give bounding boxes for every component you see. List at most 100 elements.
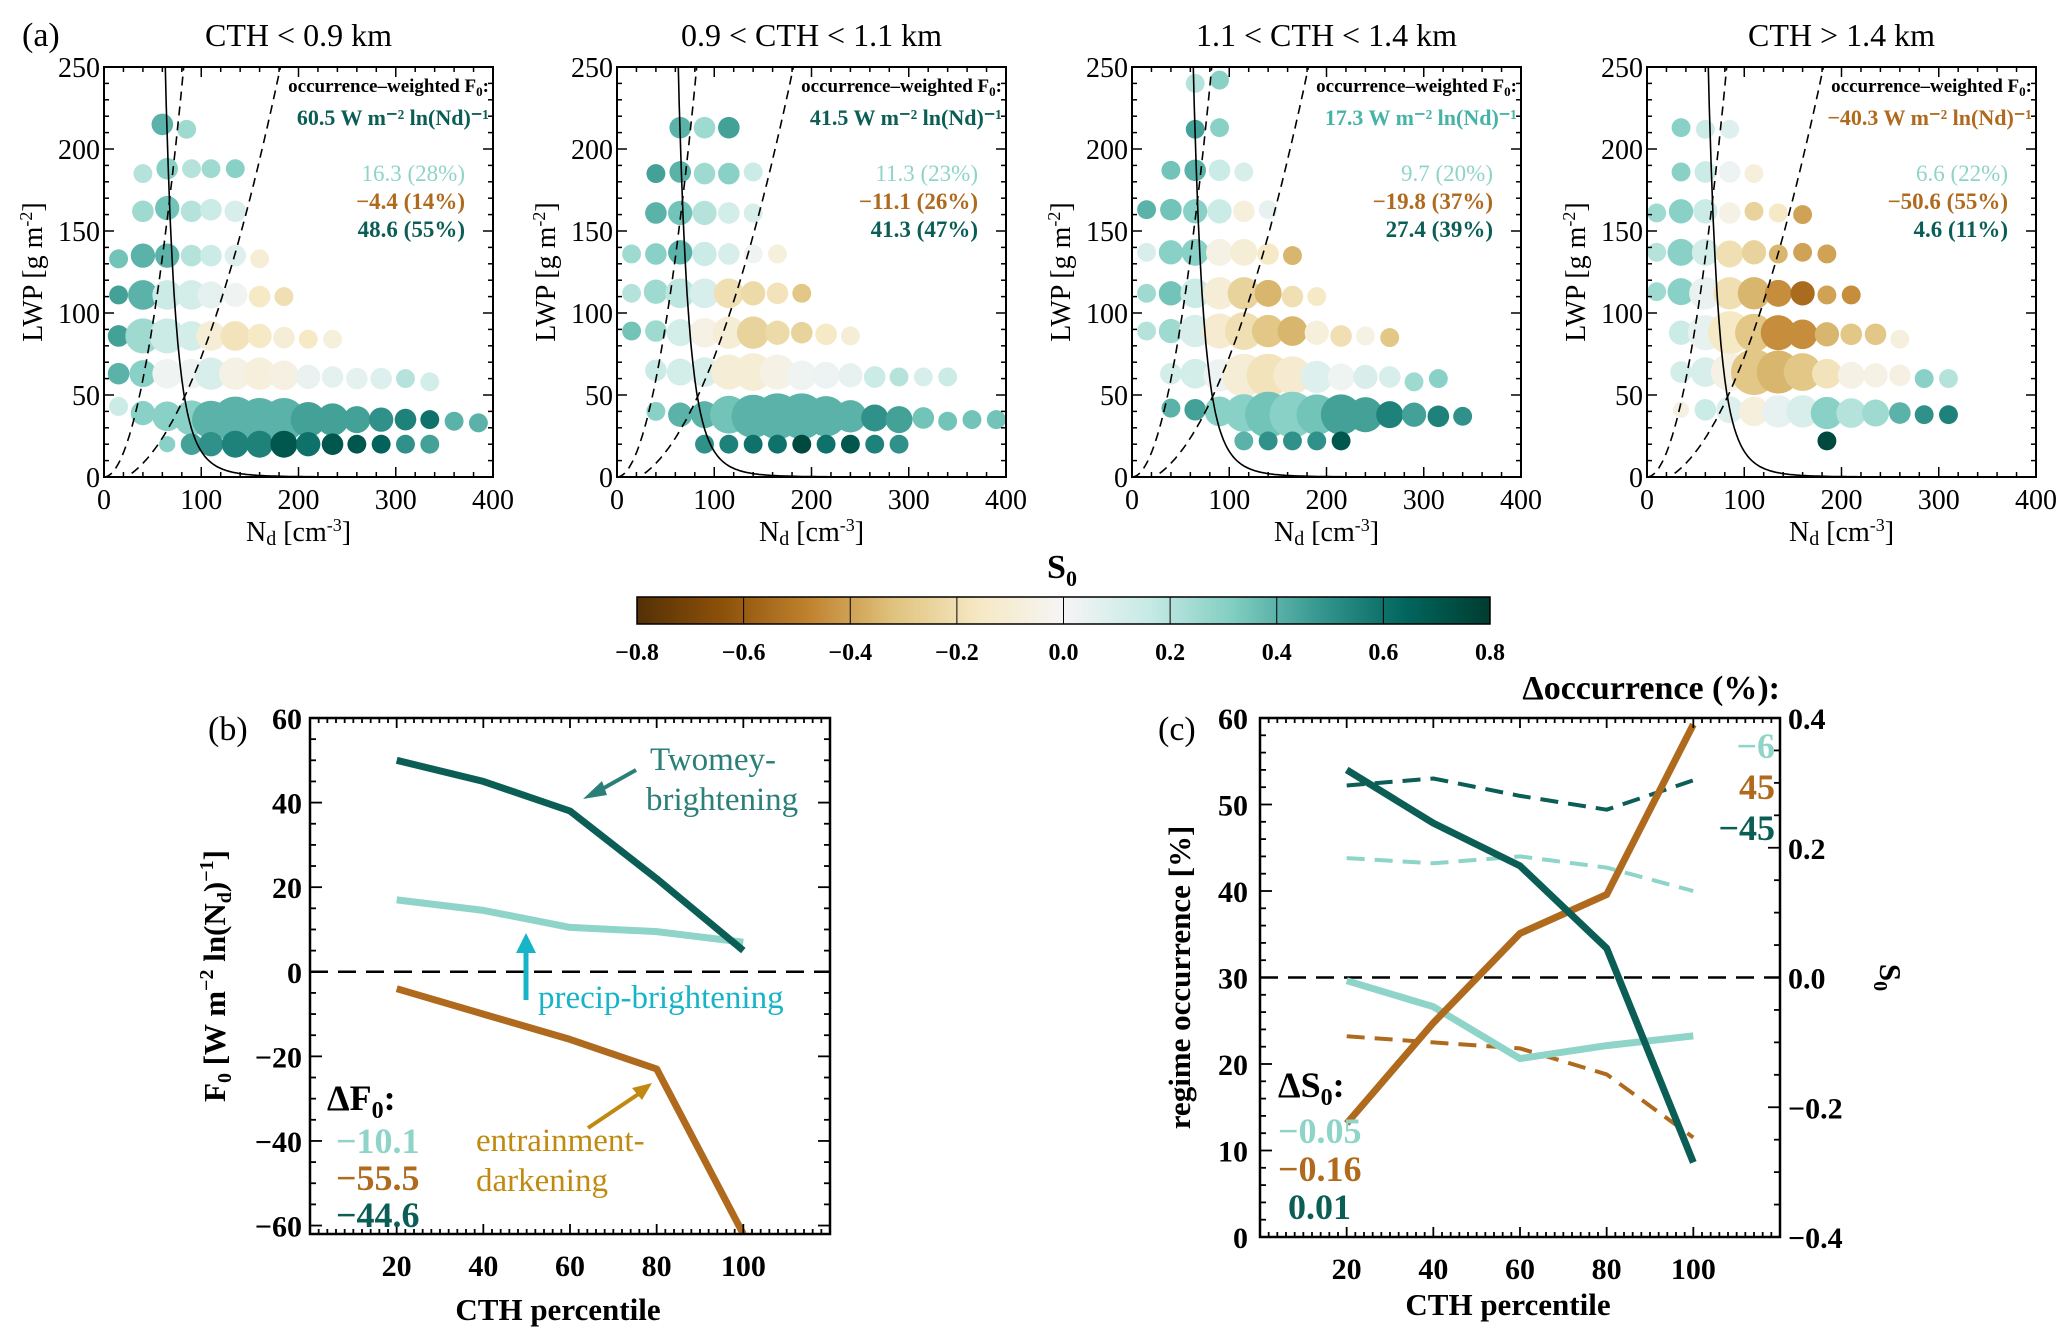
data-point [1914,369,1934,389]
data-point [155,243,180,268]
data-point [622,321,642,341]
data-point [269,360,299,391]
data-point [1184,159,1207,182]
data-point [693,162,716,185]
panel-title: CTH < 0.9 km [205,17,392,53]
data-point [1227,277,1261,310]
data-point [1161,160,1181,180]
plot-area [617,67,1006,477]
data-point [816,434,836,454]
x-tick-label: 0 [1640,485,1654,516]
data-point [1160,362,1182,385]
data-point [815,323,837,346]
annotation-header: occurrence–weighted F0: [1316,76,1517,99]
data-point [643,279,669,304]
data-point [394,408,417,431]
data-point [1783,353,1822,391]
data-point [1939,405,1958,425]
data-point [1764,279,1792,307]
data-point [128,280,158,310]
data-point [743,434,763,454]
precip-arrow-head [516,933,536,953]
data-point [1224,312,1263,350]
panel-title: 1.1 < CTH < 1.4 km [1196,17,1457,53]
data-point [298,329,318,349]
colorbar-tick-label: 0.0 [1049,640,1079,666]
x-tick-label: 40 [468,1250,498,1283]
colorbar-title-main: S [1047,549,1066,586]
data-point [200,244,222,267]
data-point [759,354,796,390]
data-point [201,159,221,179]
data-point [1137,242,1157,262]
data-point [792,434,812,454]
y-tick-label-left: 60 [1218,703,1248,736]
data-point [197,281,225,309]
x-tick-label: 100 [1671,1253,1716,1286]
data-point [109,397,129,416]
occurrence-dashed-line [1346,776,1694,812]
data-point [1281,285,1304,308]
y-tick-label: 0 [287,957,302,990]
y-tick-label: 40 [272,788,302,821]
colorbar-title-sub: 0 [1066,566,1077,591]
data-point [695,434,714,454]
data-point [444,411,464,431]
panel-title: CTH > 1.4 km [1748,17,1935,53]
data-point [270,430,298,458]
x-tick-label: 300 [1403,485,1445,516]
weighted-F0-value: 60.5 W m⁻² ln(Nd)⁻¹ [297,105,489,130]
data-point [180,433,203,456]
data-point [1300,360,1333,394]
data-point [225,159,245,179]
data-point [646,401,666,421]
data-point [107,362,130,385]
data-point [1327,363,1355,391]
occurrence-dashed-line [1346,1034,1695,1140]
y-tick-label: 0 [599,463,613,494]
dashed-curve [1667,67,1825,477]
colorbar-tick-label: −0.6 [722,640,766,666]
data-point [1208,159,1231,182]
data-point [1863,363,1888,388]
data-point [1862,399,1890,427]
x-tick-label: 400 [2015,485,2057,516]
data-point [250,249,270,269]
data-point [713,278,744,309]
y-tick-label: 50 [1100,381,1128,412]
data-point [1718,161,1741,183]
regime-value: −19.8 (37%) [1373,189,1493,214]
data-point [196,321,226,351]
data-point [219,357,252,390]
annotation-header: occurrence–weighted F0: [801,76,1002,99]
data-point [1234,431,1254,451]
data-point [912,407,935,429]
y-tick-label: −40 [255,1126,302,1159]
regime-value: −4.4 (14%) [356,189,465,214]
data-point [1353,364,1378,390]
data-point [1735,313,1773,352]
y-tick-label: 150 [1601,217,1643,248]
data-point [1713,277,1746,310]
data-point [1210,118,1229,138]
colorbar-tick-label: 0.4 [1262,640,1292,666]
regime-value: 41.3 (47%) [871,217,978,242]
data-point [885,406,913,434]
x-axis-label: Nd [cm-3] [246,515,351,550]
y-tick-label: 60 [272,703,302,736]
series-line [395,756,746,954]
x-tick-label: 40 [1418,1253,1448,1286]
data-point [1691,238,1719,266]
data-point [719,434,739,454]
data-point [109,285,129,305]
x-tick-label: 400 [472,485,514,516]
data-point [1158,281,1184,306]
data-point [834,400,867,433]
data-point [420,372,440,392]
data-point [316,403,349,436]
y-tick-label-right: −0.2 [1788,1092,1843,1125]
dashed-curve [617,67,698,477]
data-point [246,430,274,458]
data-point [1793,205,1813,225]
